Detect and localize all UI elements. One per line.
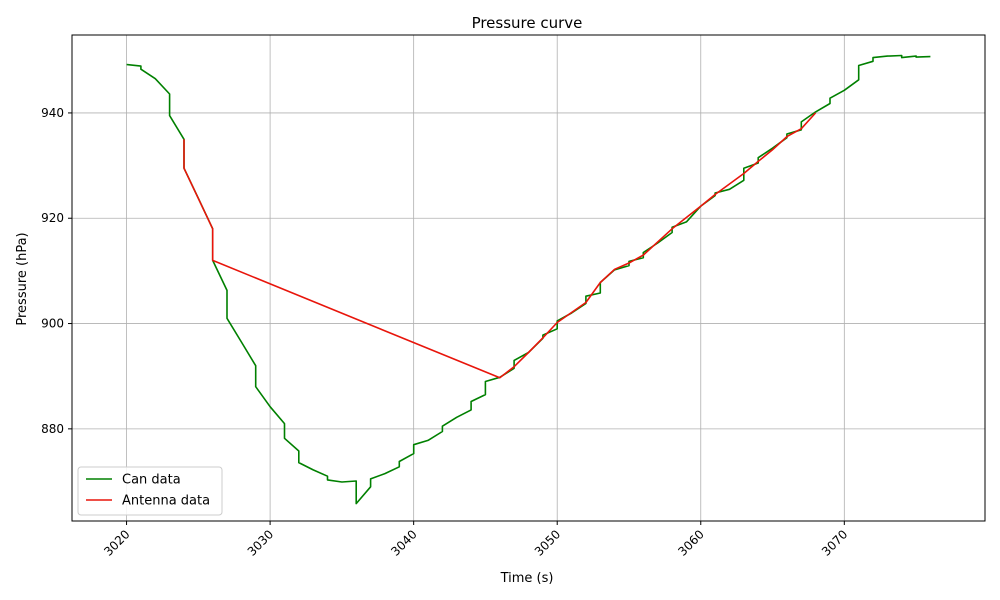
x-tick-label: 3060 <box>675 527 706 558</box>
chart-title: Pressure curve <box>472 14 583 32</box>
x-tick-label: 3050 <box>532 527 563 558</box>
legend-label-1: Antenna data <box>122 494 210 509</box>
y-tick-label: 900 <box>41 317 64 331</box>
y-tick-label: 920 <box>41 211 64 225</box>
x-tick-label: 3020 <box>101 527 132 558</box>
y-axis-label: Pressure (hPa) <box>15 232 30 325</box>
plot-frame <box>71 34 986 522</box>
series-line-0 <box>126 54 931 505</box>
x-tick-label: 3030 <box>245 527 276 558</box>
series-line-1 <box>183 112 817 379</box>
series-layer <box>126 54 931 505</box>
legend-label-0: Can data <box>122 473 181 488</box>
x-tick-label: 3040 <box>388 527 419 558</box>
y-tick-label: 880 <box>41 422 64 436</box>
x-axis-label: Time (s) <box>500 571 554 586</box>
x-tick-label: 3070 <box>819 527 850 558</box>
legend: Can data Antenna data <box>77 466 223 516</box>
y-tick-label: 940 <box>41 106 64 120</box>
legend-box <box>77 466 223 516</box>
grid <box>72 35 985 521</box>
